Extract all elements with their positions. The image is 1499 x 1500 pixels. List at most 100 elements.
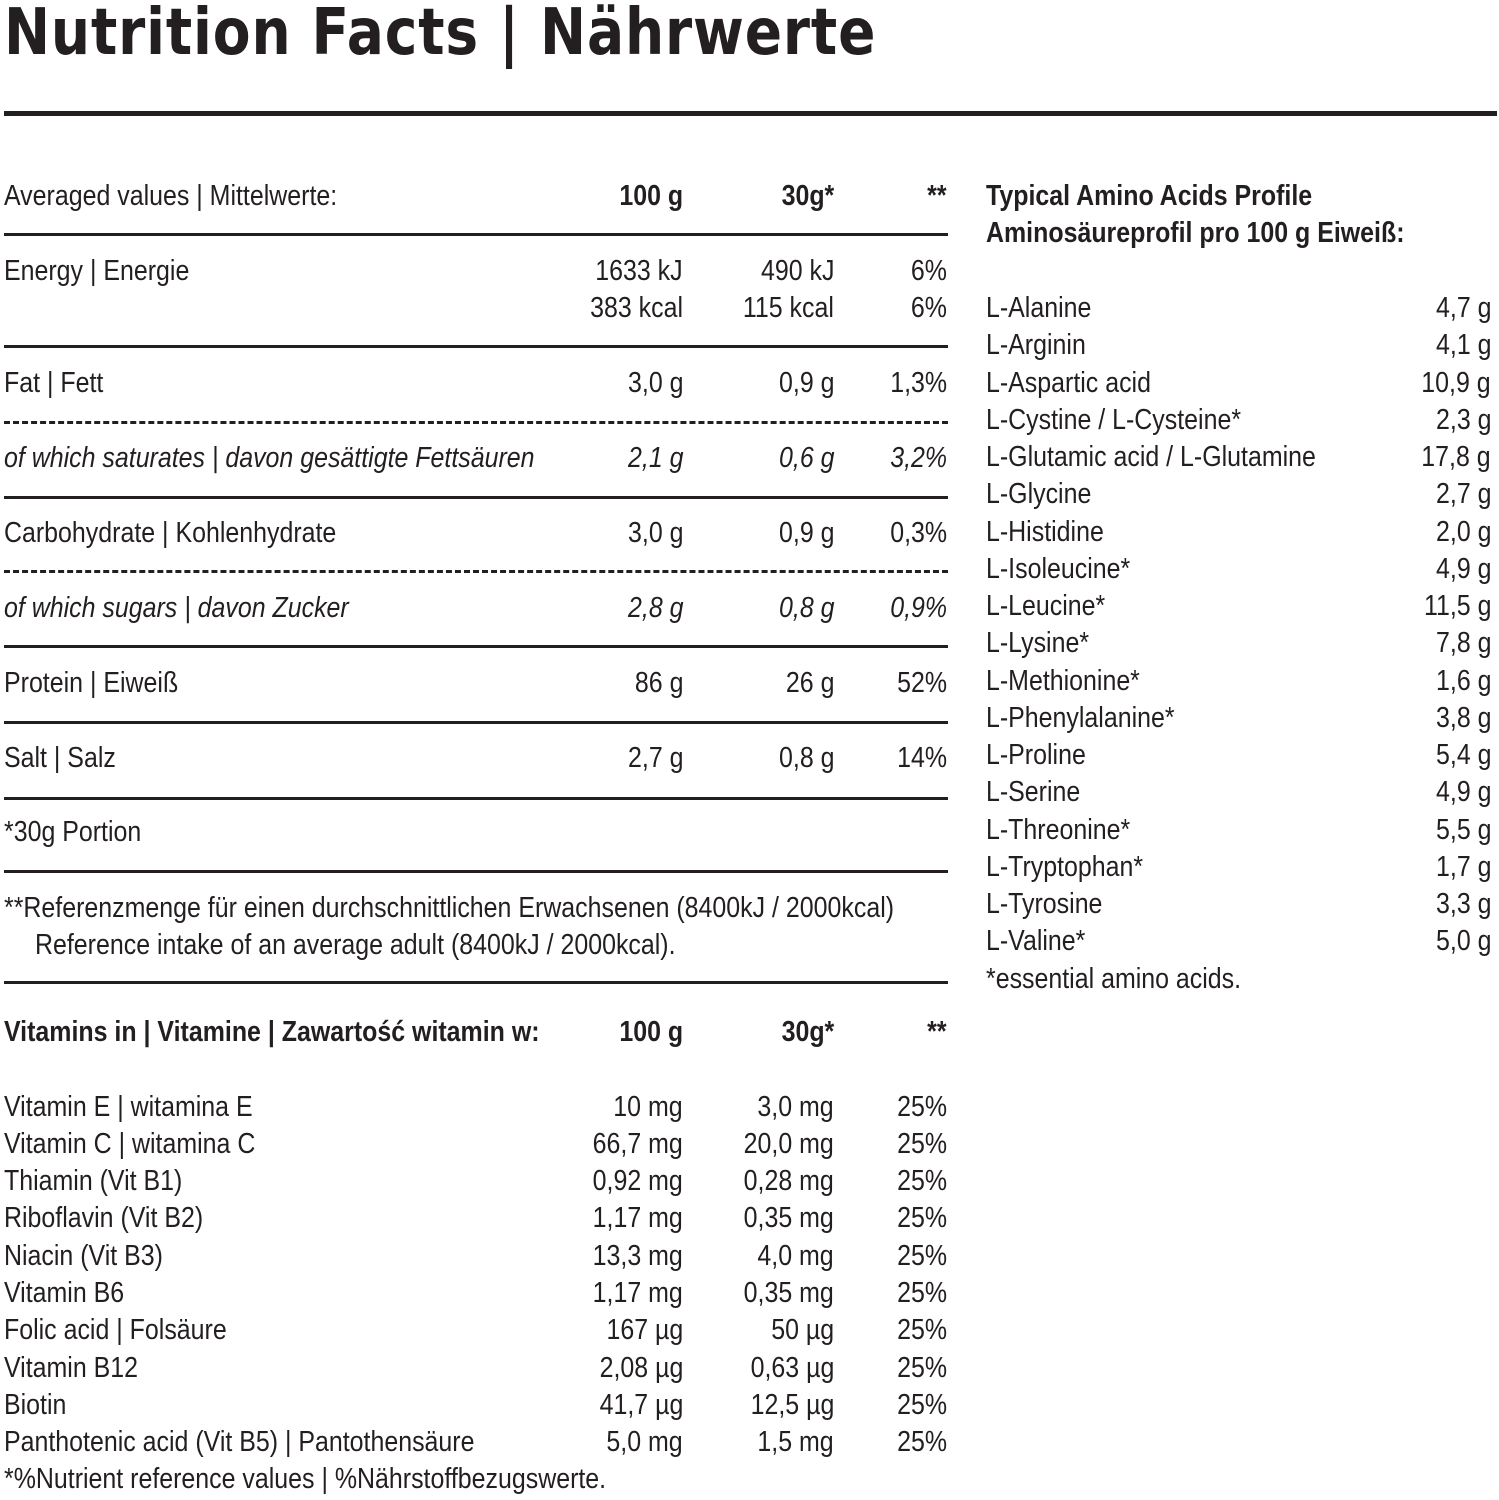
amino-value: 3,3 g <box>1435 888 1491 920</box>
vitamin-value-portion: 20,0 mg <box>743 1128 834 1160</box>
amino-name: L-Glycine <box>986 478 1092 510</box>
amino-name: L-Serine <box>986 776 1081 808</box>
divider <box>4 496 948 499</box>
amino-name: L-Proline <box>986 739 1086 771</box>
amino-name: L-Alanine <box>986 292 1092 324</box>
vitamins-header-col-100g: 100 g <box>619 1016 683 1048</box>
vitamin-value-reference: 25% <box>897 1165 947 1197</box>
nutrient-value-portion: 0,8 g <box>778 742 834 774</box>
vitamin-row: Vitamin C | witamina C 66,7 mg 20,0 mg 2… <box>0 1125 960 1163</box>
portion-note: *30g Portion <box>4 816 142 848</box>
nutrient-row-carbohydrate: Carbohydrate | Kohlenhydrate 3,0 g 0,9 g… <box>0 514 960 552</box>
nutrient-name: Fat | Fett <box>4 367 104 399</box>
vitamin-value-reference: 25% <box>897 1277 947 1309</box>
amino-name: L-Cystine / L-Cysteine* <box>986 404 1242 436</box>
vitamin-value-100g: 5,0 mg <box>606 1426 683 1458</box>
amino-value: 5,4 g <box>1435 739 1491 771</box>
vitamin-value-portion: 0,35 mg <box>743 1202 834 1234</box>
amino-row: L-Tryptophan* 1,7 g <box>986 848 1491 886</box>
amino-name: L-Tryptophan* <box>986 851 1144 883</box>
divider <box>4 870 948 873</box>
amino-row: L-Leucine* 11,5 g <box>986 587 1491 625</box>
vitamin-row: Folic acid | Folsäure 167 µg 50 µg 25% <box>0 1311 960 1349</box>
nutrient-value-100g: 86 g <box>634 667 683 699</box>
amino-name: L-Tyrosine <box>986 888 1103 920</box>
nutrient-value-100g: 2,1 g <box>627 442 683 474</box>
amino-row: L-Histidine 2,0 g <box>986 513 1491 551</box>
vitamins-footnote: *%Nutrient reference values | %Nährstoff… <box>4 1463 607 1495</box>
amino-name: L-Methionine* <box>986 665 1140 697</box>
nutrient-value-portion: 0,6 g <box>778 442 834 474</box>
vitamin-value-portion: 0,63 µg <box>750 1352 834 1384</box>
nutrient-name: Salt | Salz <box>4 742 116 774</box>
energy-kj-portion: 490 kJ <box>760 255 834 287</box>
vitamin-value-reference: 25% <box>897 1426 947 1458</box>
nutrient-name: of which sugars | davon Zucker <box>4 592 349 624</box>
nutrition-header-row: Averaged values | Mittelwerte: 100 g 30g… <box>0 177 960 215</box>
nutrient-name: Carbohydrate | Kohlenhydrate <box>4 517 337 549</box>
divider <box>4 345 948 348</box>
amino-value: 5,0 g <box>1435 925 1491 957</box>
amino-value: 7,8 g <box>1435 627 1491 659</box>
amino-value: 1,6 g <box>1435 665 1491 697</box>
vitamin-value-portion: 1,5 mg <box>757 1426 834 1458</box>
vitamin-name: Niacin (Vit B3) <box>4 1240 163 1272</box>
amino-value: 1,7 g <box>1435 851 1491 883</box>
vitamin-row: Biotin 41,7 µg 12,5 µg 25% <box>0 1386 960 1424</box>
amino-value: 17,8 g <box>1421 441 1491 473</box>
amino-name: L-Arginin <box>986 329 1086 361</box>
vitamins-header-row: Vitamins in | Vitamine | Zawartość witam… <box>0 1013 960 1051</box>
energy-row: Energy | Energie 1633 kJ 490 kJ 6% <box>0 252 960 290</box>
vitamin-row: Niacin (Vit B3) 13,3 mg 4,0 mg 25% <box>0 1237 960 1275</box>
amino-value: 4,7 g <box>1435 292 1491 324</box>
amino-name: L-Phenylalanine* <box>986 702 1175 734</box>
vitamin-name: Thiamin (Vit B1) <box>4 1165 183 1197</box>
amino-value: 2,0 g <box>1435 516 1491 548</box>
nutrient-value-portion: 0,9 g <box>778 367 834 399</box>
amino-row: L-Phenylalanine* 3,8 g <box>986 699 1491 737</box>
nutrient-value-reference: 14% <box>897 742 947 774</box>
amino-row: L-Cystine / L-Cysteine* 2,3 g <box>986 401 1491 439</box>
nutrient-row-fat: Fat | Fett 3,0 g 0,9 g 1,3% <box>0 364 960 402</box>
amino-row: L-Valine* 5,0 g <box>986 922 1491 960</box>
amino-name: L-Aspartic acid <box>986 367 1151 399</box>
divider <box>4 233 948 236</box>
amino-row: L-Aspartic acid 10,9 g <box>986 364 1491 402</box>
nutrition-header-label: Averaged values | Mittelwerte: <box>4 180 338 212</box>
vitamin-value-reference: 25% <box>897 1202 947 1234</box>
amino-footnote: *essential amino acids. <box>986 963 1242 995</box>
nutrient-value-portion: 26 g <box>785 667 834 699</box>
nutrient-value-reference: 52% <box>897 667 947 699</box>
divider <box>4 721 948 724</box>
amino-value: 4,9 g <box>1435 553 1491 585</box>
nutrient-name: Protein | Eiweiß <box>4 667 179 699</box>
divider <box>4 981 948 984</box>
amino-name: L-Lysine* <box>986 627 1090 659</box>
amino-name: L-Isoleucine* <box>986 553 1131 585</box>
vitamin-name: Panthotenic acid (Vit B5) | Pantothensäu… <box>4 1426 475 1458</box>
energy-kj-reference: 6% <box>910 255 947 287</box>
amino-title-de: Aminosäureprofil pro 100 g Eiweiß: <box>986 217 1405 249</box>
page-title: Nutrition Facts | Nährwerte <box>4 0 877 70</box>
energy-label: Energy | Energie <box>4 255 190 287</box>
nutrient-value-100g: 2,8 g <box>627 592 683 624</box>
amino-row: L-Alanine 4,7 g <box>986 289 1491 327</box>
amino-name: L-Leucine* <box>986 590 1106 622</box>
amino-name: L-Valine* <box>986 925 1086 957</box>
divider <box>4 645 948 648</box>
nutrient-value-portion: 0,8 g <box>778 592 834 624</box>
amino-title-en: Typical Amino Acids Profile <box>986 180 1313 212</box>
nutrient-row-saturates: of which saturates | davon gesättigte Fe… <box>0 439 960 477</box>
vitamin-value-portion: 0,28 mg <box>743 1165 834 1197</box>
amino-value: 3,8 g <box>1435 702 1491 734</box>
reference-note-en: Reference intake of an average adult (84… <box>35 929 676 961</box>
nutrient-row-sugars: of which sugars | davon Zucker 2,8 g 0,8… <box>0 589 960 627</box>
amino-value: 4,1 g <box>1435 329 1491 361</box>
energy-kcal-row: 383 kcal 115 kcal 6% <box>0 289 960 327</box>
nutrient-value-portion: 0,9 g <box>778 517 834 549</box>
vitamins-header-label: Vitamins in | Vitamine | Zawartość witam… <box>4 1016 540 1048</box>
vitamin-value-100g: 10 mg <box>613 1091 683 1123</box>
dashed-divider <box>4 570 948 573</box>
vitamin-value-100g: 1,17 mg <box>592 1202 683 1234</box>
nutrient-value-100g: 2,7 g <box>627 742 683 774</box>
